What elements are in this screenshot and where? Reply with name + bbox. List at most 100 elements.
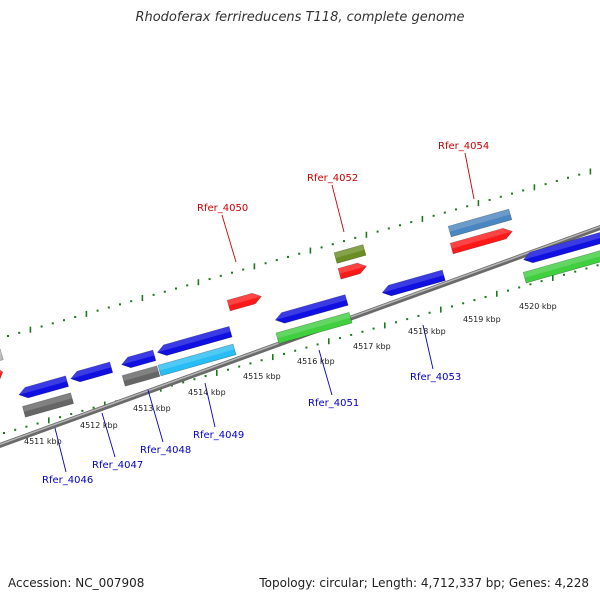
minor-tick bbox=[410, 221, 413, 224]
minor-tick bbox=[455, 208, 457, 211]
minor-tick bbox=[484, 295, 487, 298]
gene-shine bbox=[334, 244, 365, 259]
gene-rfer-4048-blue[interactable] bbox=[120, 349, 157, 370]
scale-label-4520: 4520 kbp bbox=[519, 302, 557, 311]
map-title: Rhodoferax ferrireducens T118, complete … bbox=[135, 10, 465, 25]
gene-label-rfer-4052[interactable]: Rfer_4052 bbox=[307, 173, 358, 184]
gene-shine bbox=[157, 344, 235, 371]
minor-tick bbox=[260, 359, 263, 362]
gene-label-rfer-4054[interactable]: Rfer_4054 bbox=[438, 141, 489, 152]
gene-rfer-4054-steel[interactable] bbox=[447, 208, 513, 238]
minor-tick bbox=[540, 280, 543, 283]
gene-label-rfer-4047[interactable]: Rfer_4047 bbox=[92, 460, 143, 471]
gene-body bbox=[274, 294, 349, 324]
gene-rfer-4049-blue[interactable] bbox=[156, 326, 233, 357]
minor-tick bbox=[432, 214, 435, 217]
minor-tick bbox=[399, 224, 401, 227]
gene-rfer-4051-blue[interactable] bbox=[274, 294, 349, 326]
gene-4055-green[interactable] bbox=[522, 248, 600, 284]
scale-label-4519: 4519 kbp bbox=[463, 315, 501, 324]
gene-rfer-4052-olive[interactable] bbox=[333, 244, 367, 264]
gene-label-rfer-4049[interactable]: Rfer_4049 bbox=[193, 430, 244, 441]
leader-rfer-4053 bbox=[422, 324, 434, 370]
gene-labels[interactable]: Rfer_4050 Rfer_4052 Rfer_4054 Rfer_4046 … bbox=[42, 141, 489, 486]
gene-body bbox=[337, 262, 367, 280]
gene-grey-edge[interactable] bbox=[0, 348, 4, 364]
leader-rfer-4051 bbox=[318, 349, 333, 396]
minor-tick bbox=[488, 198, 491, 201]
gene-label-rfer-4050[interactable]: Rfer_4050 bbox=[197, 203, 248, 214]
gene-label-rfer-4048[interactable]: Rfer_4048 bbox=[140, 445, 191, 456]
gene-rfer-4048-grey[interactable] bbox=[121, 365, 161, 387]
gene-rfer-4054-red[interactable] bbox=[449, 226, 514, 255]
gene-features[interactable] bbox=[0, 208, 600, 418]
minor-tick bbox=[578, 173, 581, 176]
minor-tick bbox=[119, 303, 121, 306]
minor-tick bbox=[316, 343, 319, 346]
minor-tick bbox=[25, 425, 28, 428]
minor-tick bbox=[395, 321, 397, 324]
lower-tick-track bbox=[3, 264, 599, 434]
gene-red-edge[interactable] bbox=[0, 367, 4, 382]
gene-shine bbox=[450, 228, 513, 249]
gene-rfer-4053[interactable] bbox=[381, 269, 446, 298]
minor-tick bbox=[51, 322, 54, 325]
minor-tick bbox=[343, 240, 345, 243]
gene-body bbox=[121, 365, 161, 387]
gene-rfer-4051-green[interactable] bbox=[275, 312, 353, 344]
gene-label-rfer-4051[interactable]: Rfer_4051 bbox=[308, 398, 359, 409]
gene-body bbox=[157, 343, 237, 377]
gene-4055-blue[interactable] bbox=[522, 230, 600, 265]
minor-tick bbox=[107, 306, 110, 309]
minor-tick bbox=[507, 289, 509, 292]
gene-label-rfer-4046[interactable]: Rfer_4046 bbox=[42, 475, 93, 486]
minor-tick bbox=[36, 422, 39, 425]
gene-rfer-4052-red[interactable] bbox=[337, 261, 368, 280]
minor-tick bbox=[96, 309, 99, 312]
minor-tick bbox=[354, 236, 357, 239]
minor-tick bbox=[204, 375, 207, 378]
minor-tick bbox=[130, 300, 133, 303]
gene-rfer-4046-grey[interactable] bbox=[22, 392, 74, 418]
leader-rfer-4052 bbox=[331, 184, 345, 233]
minor-tick bbox=[567, 176, 569, 179]
scale-label-4511: 4511 kbp bbox=[24, 437, 62, 446]
minor-tick bbox=[387, 227, 390, 230]
minor-tick bbox=[417, 314, 420, 317]
minor-tick bbox=[238, 365, 241, 368]
gene-rfer-4046-blue[interactable] bbox=[17, 375, 69, 400]
gene-shine bbox=[227, 293, 262, 306]
gene-body bbox=[381, 269, 446, 297]
gene-rfer-4047[interactable] bbox=[69, 361, 114, 384]
minor-tick bbox=[242, 268, 245, 271]
gene-label-rfer-4053[interactable]: Rfer_4053 bbox=[410, 372, 461, 383]
gene-body bbox=[70, 361, 114, 383]
minor-tick bbox=[283, 352, 285, 355]
gene-rfer-4050[interactable] bbox=[226, 291, 263, 312]
minor-tick bbox=[193, 378, 196, 381]
minor-tick bbox=[511, 192, 513, 195]
scale-label-4517: 4517 kbp bbox=[353, 342, 391, 351]
minor-tick bbox=[585, 267, 588, 270]
gene-rfer-4049-cyan[interactable] bbox=[157, 343, 237, 377]
minor-tick bbox=[473, 299, 476, 302]
scale-label-4513: 4513 kbp bbox=[133, 404, 171, 413]
minor-tick bbox=[3, 432, 5, 434]
gene-body bbox=[0, 348, 4, 364]
minor-tick bbox=[186, 284, 189, 287]
scale-label-4516: 4516 kbp bbox=[297, 357, 335, 366]
gene-shine bbox=[275, 294, 347, 321]
minor-tick bbox=[63, 319, 65, 322]
gene-shine bbox=[275, 312, 351, 339]
minor-tick bbox=[152, 293, 155, 296]
gene-shine bbox=[70, 361, 112, 379]
minor-tick bbox=[361, 330, 364, 333]
minor-tick bbox=[529, 283, 532, 286]
minor-tick bbox=[298, 252, 301, 255]
minor-tick bbox=[522, 189, 525, 192]
gene-body bbox=[447, 208, 513, 238]
gene-shine bbox=[523, 231, 600, 260]
gene-shine bbox=[22, 392, 73, 412]
minor-tick bbox=[59, 416, 61, 419]
